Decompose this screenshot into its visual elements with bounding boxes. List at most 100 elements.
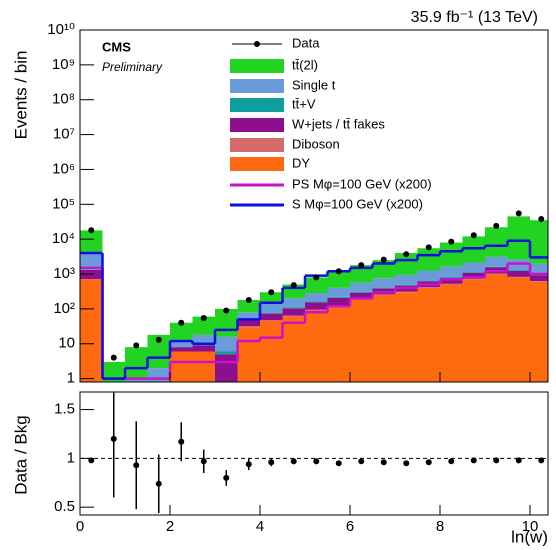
stack-bar (485, 273, 508, 275)
stack-bar (395, 284, 418, 286)
upper-frame (79, 29, 549, 383)
ratio-point (380, 459, 387, 466)
stack-bar (417, 287, 440, 382)
upper-plot (80, 210, 548, 382)
stack-bar (327, 271, 350, 288)
y-tick-label: 10⁶ (52, 160, 75, 177)
y-axis-label: Events / bin (11, 51, 30, 140)
stack-bar (80, 253, 103, 270)
stack-bar (260, 304, 283, 313)
ratio-point (223, 474, 230, 481)
stack-bar (147, 368, 170, 382)
stack-bar (305, 309, 328, 311)
stack-bar (462, 262, 485, 273)
x-axis-label: ln(w) (511, 527, 548, 546)
ratio-point (470, 457, 477, 464)
stack-bar (417, 248, 440, 271)
stack-bar (507, 270, 530, 271)
y-tick-label: 10 (58, 335, 75, 352)
stack-bar (440, 276, 463, 278)
legend-label: DY (292, 155, 310, 170)
stack-bar (485, 227, 508, 257)
y-tick-label: 10⁹ (52, 56, 75, 73)
legend-swatch (230, 157, 284, 171)
stack-bar (260, 320, 283, 321)
stack-bar (80, 230, 103, 254)
stack-bar (372, 278, 395, 288)
y-tick-label: 1 (67, 449, 75, 466)
ratio-point (448, 458, 455, 465)
ratio-point (290, 458, 297, 465)
stack-bar (327, 306, 350, 382)
y-tick-label: 10⁵ (52, 195, 75, 212)
stack-bar (237, 299, 260, 313)
data-point (110, 354, 117, 361)
data-point (538, 215, 545, 222)
stack-bar (305, 302, 328, 310)
y-tick-label: 1.5 (54, 401, 75, 418)
stack-bar (237, 320, 260, 327)
ratio-point (245, 461, 252, 468)
stack-bar (530, 281, 548, 382)
stack-bar (80, 279, 103, 382)
stack-bar (305, 310, 328, 382)
ratio-point (538, 457, 545, 464)
data-point (335, 268, 342, 275)
stack-bar (530, 220, 548, 264)
stack-bar (507, 276, 530, 278)
lumi: 35.9 fb⁻¹ (13 TeV) (411, 9, 538, 26)
stack-bar (485, 274, 508, 382)
stack-bar (102, 361, 125, 382)
legend-label: tt̄(2l) (292, 57, 318, 72)
data-point (268, 289, 275, 296)
x-tick-label: 4 (256, 518, 264, 535)
axes: 1 10 10² 10³ 10⁴ 10⁵ 10⁶ 10⁷ 10⁸ 10⁹ 10¹⁰ 0.5 1 1.5 0 2… (47, 21, 538, 535)
stack-bar (260, 313, 283, 321)
y-tick-label: 10⁸ (52, 91, 75, 108)
stack-bar (395, 291, 418, 293)
stack-bar (417, 287, 440, 288)
stack-bar (170, 322, 193, 340)
data-point (200, 314, 207, 321)
stack-bar (372, 287, 395, 289)
lower-frame (79, 391, 549, 516)
stack-bar (80, 269, 103, 270)
ratio-point (403, 460, 410, 467)
stack-bar (440, 283, 463, 285)
legend-label: Single t (292, 77, 336, 92)
stack-bar (282, 316, 305, 382)
stack-bar (440, 266, 463, 277)
stack-bar (485, 256, 508, 267)
stack-bar (507, 277, 530, 382)
cms-label: CMS (102, 39, 131, 54)
stack-bar (260, 312, 283, 314)
ratio-point (178, 438, 185, 445)
legend-label: tt̄+V (292, 96, 316, 111)
data-point (493, 222, 500, 229)
legend: Data tt̄(2l) Single t tt̄+V W+jets / tt̄ fa… (230, 35, 432, 211)
stack-bar (350, 282, 373, 292)
data-point (358, 262, 365, 269)
ratio-point (155, 480, 162, 487)
lower-plot (80, 392, 548, 514)
y-tick-label: 10⁴ (52, 230, 75, 247)
x-tick-label: 6 (346, 518, 354, 535)
stack-bar (192, 316, 215, 335)
stack-bar (462, 279, 485, 382)
stack-bar (170, 351, 193, 382)
stack-bar (372, 294, 395, 296)
stack-bar (462, 272, 485, 279)
data-point (403, 251, 410, 258)
stack-bar (417, 280, 440, 282)
stack-bar (237, 326, 260, 328)
stack-bar (215, 351, 238, 355)
stack-bar (350, 291, 373, 293)
data-point (425, 244, 432, 251)
ratio-point (313, 458, 320, 465)
x-tick-label: 10 (522, 518, 539, 535)
ratio-point (515, 457, 522, 464)
legend-swatch (230, 59, 284, 73)
legend-label: Data (292, 35, 320, 50)
stack-bar (192, 334, 215, 344)
data-point (155, 336, 162, 343)
